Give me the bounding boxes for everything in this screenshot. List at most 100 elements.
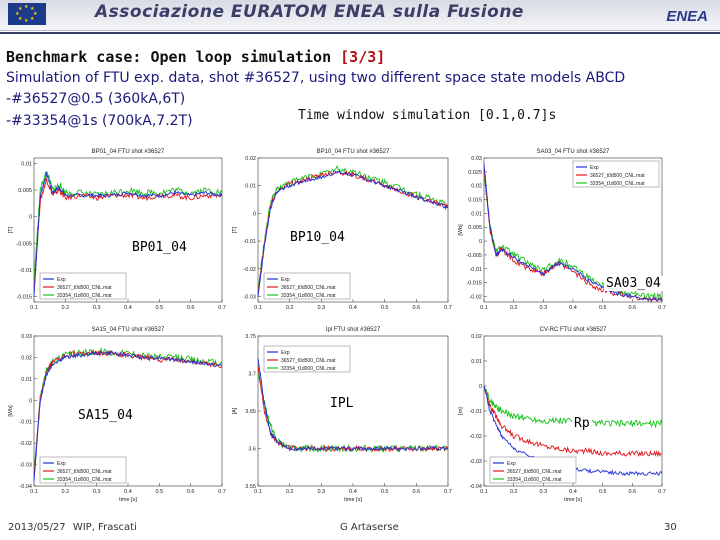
legend-entry: Exp: [281, 277, 290, 283]
y-tick-label: 3.7: [248, 372, 256, 378]
plot-title: BP10_04 FTU shot #36527: [317, 149, 390, 155]
legend-entry: 36527_t0d500_CNL.mat: [281, 285, 336, 291]
org-title: Associazione EURATOM ENEA sulla Fusione: [95, 2, 524, 22]
panel-label-bp10: BP10_04: [288, 230, 347, 245]
legend-box: [39, 456, 127, 484]
legend-entry: 33354_t1d000_CNL.mat: [57, 293, 112, 299]
x-tick-label: 0.2: [510, 489, 518, 495]
chart-rp: CV-RC FTU shot #36527 0.02 0.01 0 -0.01 -0.02…: [454, 318, 668, 510]
y-tick-label: -0.01: [243, 239, 256, 245]
y-tick-label: 0.015: [468, 198, 482, 204]
y-tick-label: 0.01: [21, 161, 32, 167]
y-axis-label: [A]: [232, 407, 238, 414]
panel-label-sa15: SA15_04: [76, 408, 135, 423]
y-tick-label: 0.02: [21, 355, 32, 361]
y-tick-label: 3.75: [245, 334, 256, 340]
y-tick-label: -0.03: [243, 294, 256, 300]
chart-ipl: Ipl FTU shot #36527 3.75 3.7 3.65 3.6 3.55 0.1…: [228, 318, 454, 510]
x-tick-label: 0.7: [218, 489, 226, 495]
y-tick-label: -0.005: [16, 241, 32, 247]
legend-entry: 36527_t0d500_CNL.mat: [57, 285, 112, 291]
y-tick-label: -0.02: [19, 441, 32, 447]
series-line: [33, 349, 223, 478]
x-tick-label: 0.3: [93, 305, 101, 311]
legend-entry: 36527_t0d500_CNL.mat: [281, 358, 336, 364]
x-tick-label: 0.4: [569, 305, 577, 311]
x-tick-label: 0.6: [629, 305, 637, 311]
legend-entry: 33354_t1d000_CNL.mat: [281, 293, 336, 299]
x-tick-label: 0.5: [156, 305, 164, 311]
y-tick-label: 0.01: [471, 359, 482, 365]
time-window-label: Time window simulation [0.1,0.7]s: [298, 108, 557, 123]
legend-entry: 33354_t1d000_CNL.mat: [590, 181, 645, 187]
legend-entry: 36527_t0d500_CNL.mat: [590, 173, 645, 179]
x-tick-label: 0.3: [93, 489, 101, 495]
legend-entry: 33354_t1d000_CNL.mat: [57, 477, 112, 483]
x-tick-label: 0.7: [444, 305, 452, 311]
plot-title: Ipl FTU shot #36527: [326, 327, 381, 333]
x-tick-label: 0.2: [286, 489, 294, 495]
x-tick-label: 0.3: [540, 305, 548, 311]
footer-left: 2013/05/27 WIP, Frascati: [8, 522, 137, 533]
x-tick-label: 0.7: [444, 489, 452, 495]
y-tick-label: -0.02: [243, 267, 256, 273]
panel-label-ipl: IPL: [328, 396, 356, 411]
x-tick-label: 0.4: [124, 305, 132, 311]
slide-subtitle: Simulation of FTU exp. data, shot #36527…: [6, 70, 626, 86]
x-tick-label: 0.2: [62, 305, 70, 311]
y-tick-label: -0.02: [469, 434, 482, 440]
slide-title-text: Benchmark case: Open loop simulation: [6, 48, 332, 66]
x-tick-label: 0.1: [480, 305, 488, 311]
x-tick-label: 0.5: [599, 489, 607, 495]
legend-box: [263, 345, 351, 373]
chart-sa15: SA15_04 FTU shot #36527 0.03 0.02 0.01 0 -0.0…: [4, 318, 228, 510]
legend-entry: 36527_t0d500_CNL.mat: [507, 469, 562, 475]
legend-entry: Exp: [281, 350, 290, 356]
y-axis-label: [Wb]: [458, 224, 464, 236]
x-tick-label: 0.2: [286, 305, 294, 311]
x-tick-label: 0.1: [254, 489, 262, 495]
y-axis-label: [Wb]: [8, 405, 14, 417]
y-tick-label: 3.65: [245, 409, 256, 415]
legend-entry: Exp: [590, 165, 599, 171]
slide-title: Benchmark case: Open loop simulation [3/…: [6, 48, 385, 66]
legend-box: [572, 160, 660, 188]
legend-entry: Exp: [507, 461, 516, 467]
footer-venue: WIP, Frascati: [72, 522, 137, 533]
y-tick-label: 0.025: [468, 170, 482, 176]
x-tick-label: 0.1: [30, 305, 38, 311]
x-tick-label: 0.2: [510, 305, 518, 311]
x-axis-label: time [s]: [119, 497, 137, 503]
y-tick-label: -0.01: [469, 409, 482, 415]
series-line: [483, 163, 663, 302]
y-tick-label: 0.005: [18, 188, 32, 194]
plot-title: CV-RC FTU shot #36527: [540, 327, 607, 333]
legend-entry: 36527_t0d500_CNL.mat: [57, 469, 112, 475]
legend-entry: 33354_t1d000_CNL.mat: [281, 366, 336, 372]
legend-box: [263, 272, 351, 300]
header-banner: ★ ★ ★ ★ ★ ★ ★ ★ Associazione EURATOM ENEA su…: [0, 0, 720, 31]
y-tick-label: 0.03: [21, 334, 32, 340]
x-tick-label: 0.5: [599, 305, 607, 311]
y-axis-label: [T]: [232, 226, 238, 233]
y-tick-label: -0.04: [19, 484, 32, 490]
x-tick-label: 0.5: [156, 489, 164, 495]
enea-logo: ENEA: [666, 8, 708, 25]
series-line: [33, 350, 223, 482]
y-tick-label: 0.005: [468, 225, 482, 231]
x-tick-label: 0.6: [629, 489, 637, 495]
y-tick-label: -0.01: [19, 268, 32, 274]
plot-title: SA15_04 FTU shot #36527: [92, 327, 165, 333]
x-tick-label: 0.4: [569, 489, 577, 495]
model-2-label: -#33354@1s (700kA,7.2T): [6, 113, 193, 129]
chart-bp01: BP01_04 FTU shot #36527 0.01 0.005 0 -0.005 -…: [4, 140, 228, 318]
x-tick-label: 0.5: [381, 489, 389, 495]
y-tick-label: 0: [253, 211, 256, 217]
y-tick-label: -0.01: [19, 420, 32, 426]
y-tick-label: 0: [29, 215, 32, 221]
y-tick-label: 3.55: [245, 484, 256, 490]
x-tick-label: 0.3: [318, 305, 326, 311]
y-tick-label: 0.02: [471, 334, 482, 340]
x-tick-label: 0.1: [254, 305, 262, 311]
series-line: [257, 170, 449, 297]
